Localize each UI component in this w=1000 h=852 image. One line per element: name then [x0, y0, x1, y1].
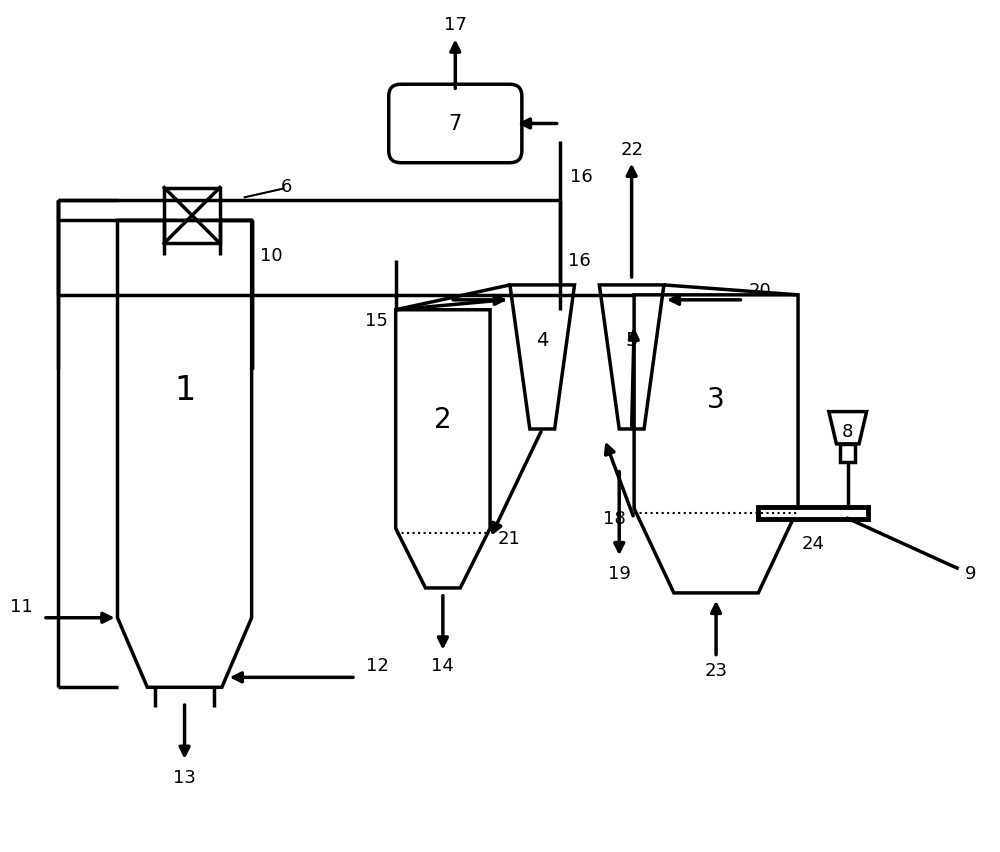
- Text: 16: 16: [568, 252, 590, 270]
- Text: 8: 8: [842, 423, 853, 440]
- Text: 17: 17: [444, 15, 467, 33]
- Text: 3: 3: [707, 386, 725, 414]
- Text: 12: 12: [366, 657, 389, 675]
- Text: 22: 22: [620, 141, 643, 158]
- Text: 11: 11: [10, 597, 33, 615]
- Text: 14: 14: [431, 657, 454, 675]
- Text: 18: 18: [603, 509, 626, 527]
- Text: 19: 19: [608, 564, 631, 583]
- Bar: [164, 188, 220, 244]
- Bar: [840, 445, 855, 463]
- Text: 24: 24: [801, 534, 824, 553]
- Text: 4: 4: [536, 331, 548, 349]
- Text: 1: 1: [174, 373, 195, 406]
- Text: 16: 16: [570, 168, 592, 186]
- Text: 6: 6: [281, 177, 292, 195]
- Text: 2: 2: [434, 406, 452, 434]
- Text: 20: 20: [748, 281, 771, 300]
- Text: 5: 5: [625, 331, 638, 349]
- Text: 13: 13: [173, 768, 196, 786]
- Text: 21: 21: [498, 530, 521, 548]
- Text: 15: 15: [365, 311, 388, 330]
- Bar: [758, 508, 868, 520]
- Text: 10: 10: [260, 247, 282, 265]
- Text: 7: 7: [449, 114, 462, 135]
- Text: 9: 9: [965, 564, 976, 583]
- Text: 23: 23: [705, 662, 728, 680]
